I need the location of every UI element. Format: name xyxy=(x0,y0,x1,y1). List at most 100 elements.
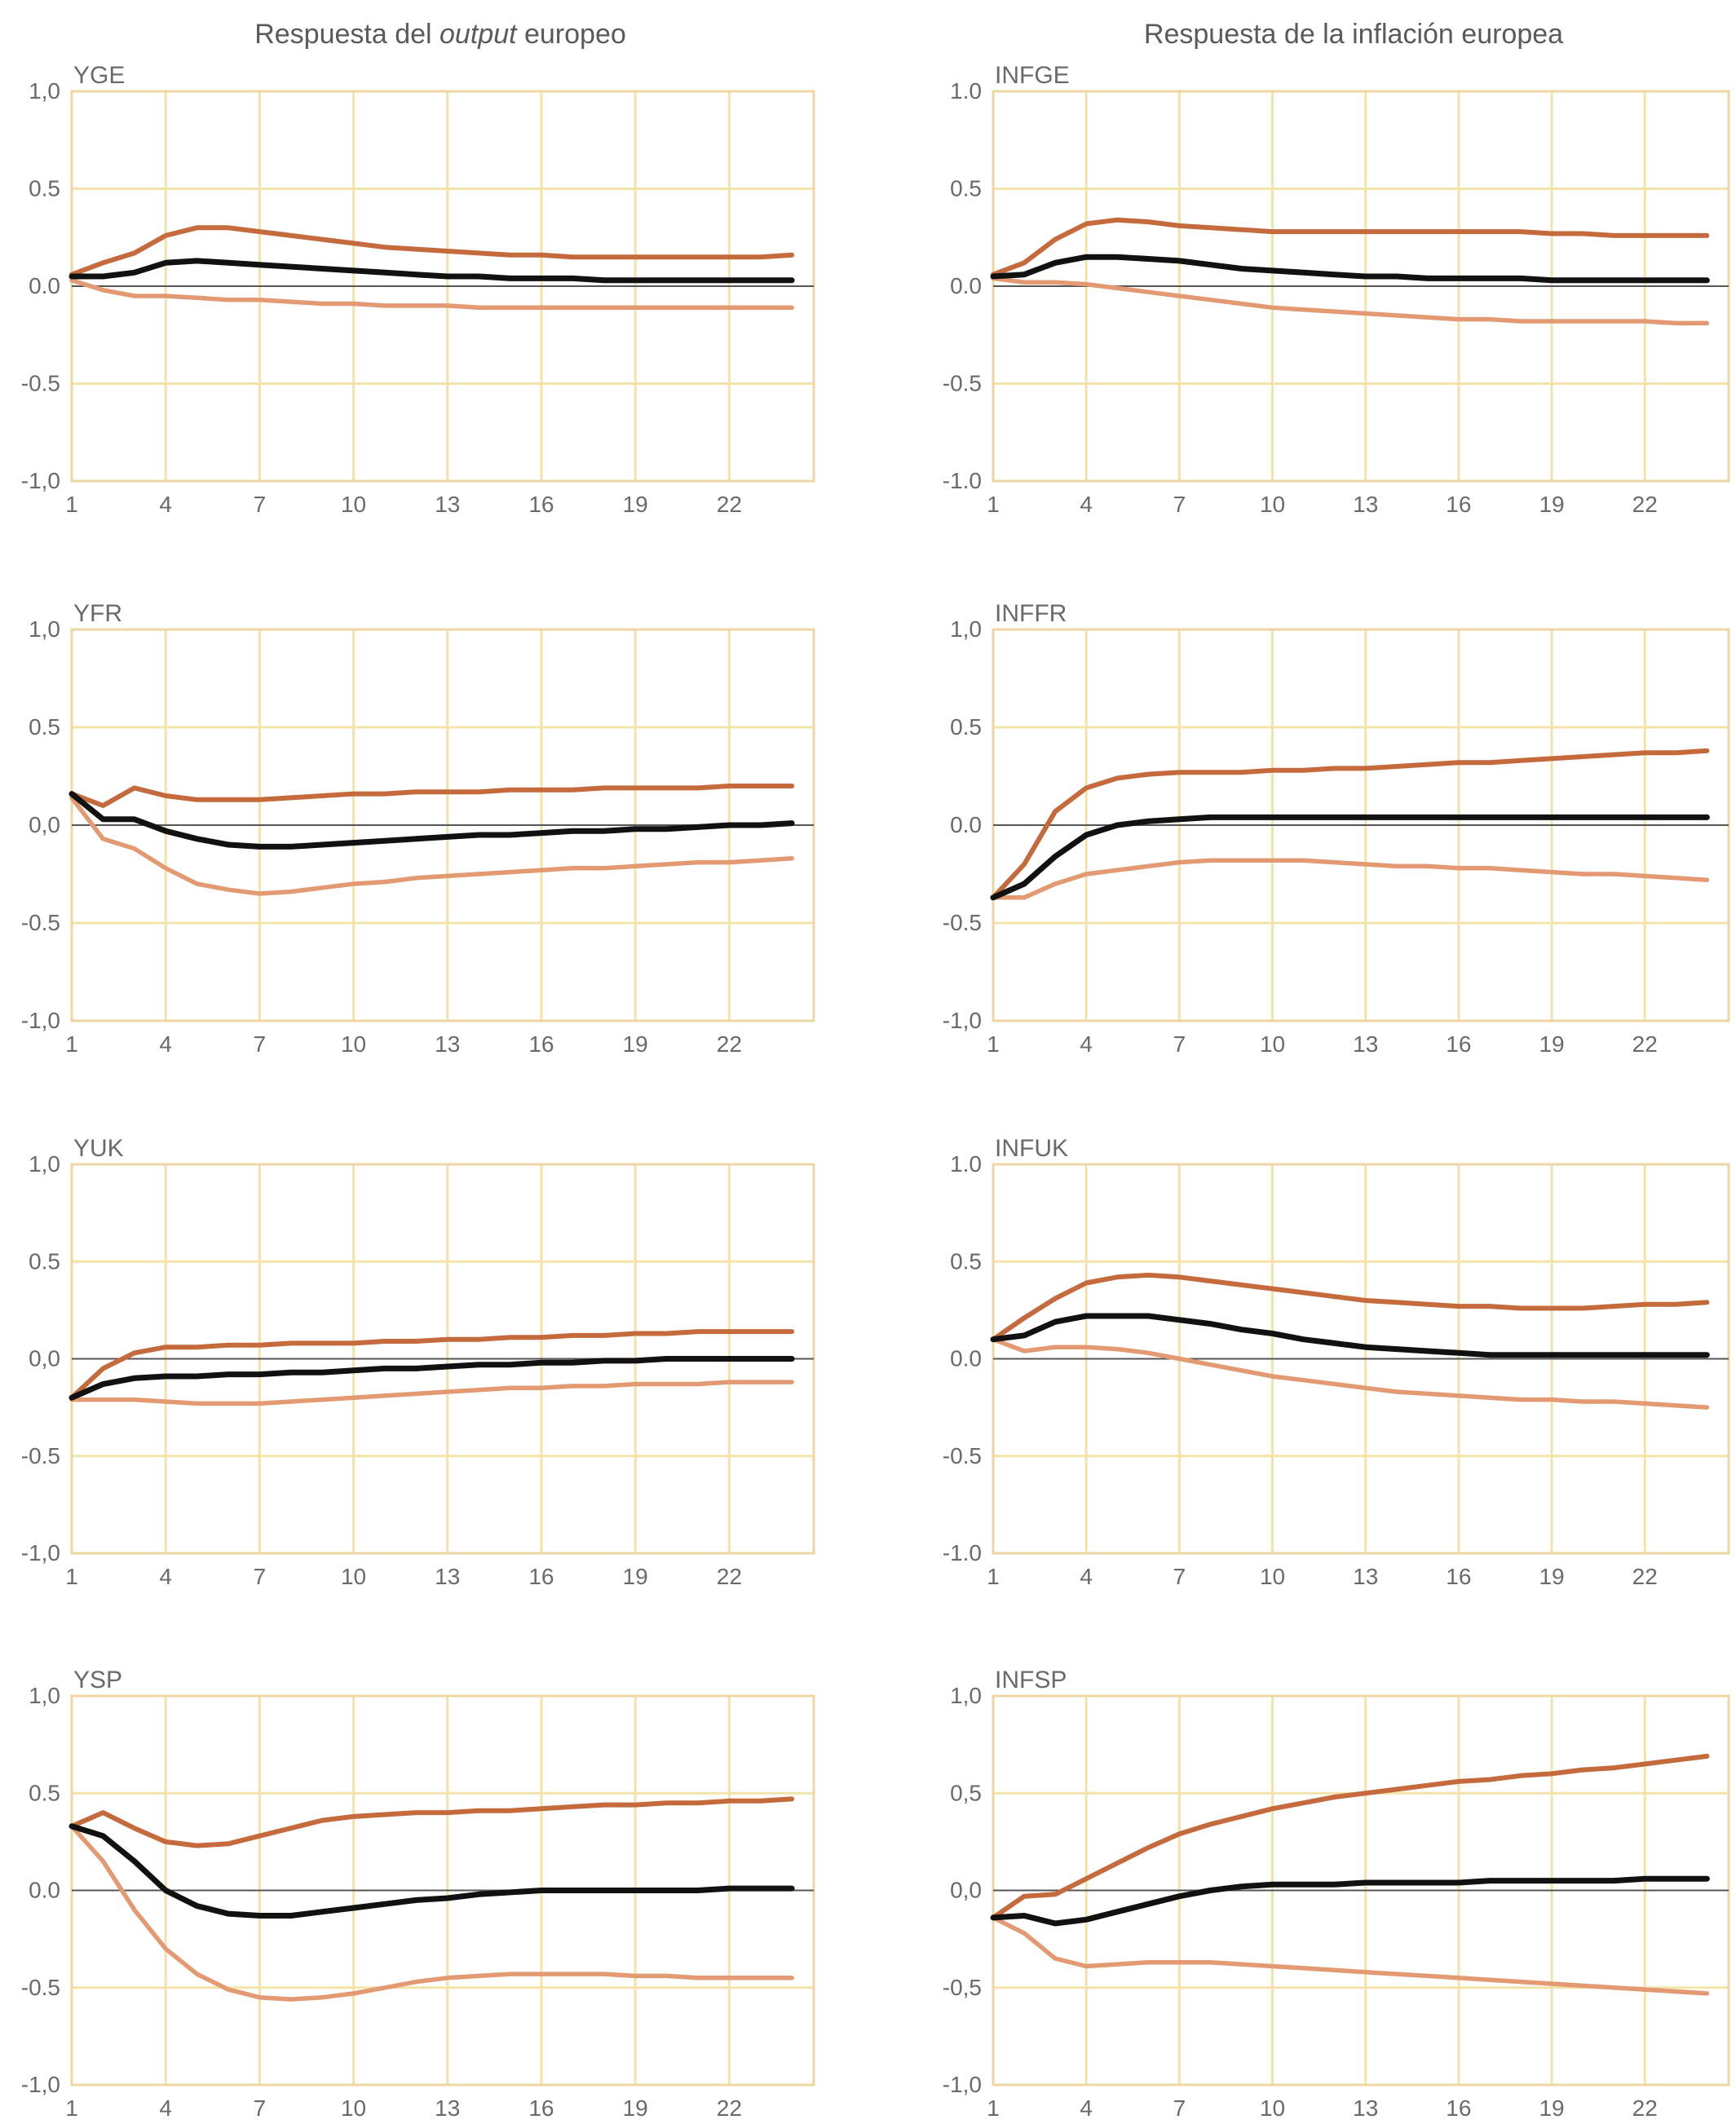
panel-yuk: YUK1,00.50,0-0.5-1,01 4 7 10 13 16 19 22 xyxy=(21,1135,814,1589)
panel-title: YFR xyxy=(73,600,122,627)
x-tick-label: 7 xyxy=(1173,492,1186,517)
y-tick-label: 0.5 xyxy=(29,714,60,740)
x-tick-label: 4 xyxy=(159,492,172,517)
panel-infge: INFGE 1.0 0.5 0.0 -0.5 -1.01 4 7 10 13 16 19 22 xyxy=(943,62,1729,517)
panel-infuk: INFUK 1.0 0.5 0.0 -0.5 -1.01 4 7 10 13 16 19 22 xyxy=(943,1135,1729,1589)
x-tick-label: 13 xyxy=(1353,1564,1378,1589)
x-tick-label: 19 xyxy=(623,492,648,517)
y-tick-label: -1.0 xyxy=(943,1540,982,1565)
y-tick-label: -0.5 xyxy=(21,1975,60,2000)
x-tick-label: 10 xyxy=(341,492,366,517)
x-tick-label: 1 xyxy=(987,492,1000,517)
x-tick-label: 13 xyxy=(435,1031,460,1057)
upper-band-line xyxy=(72,1331,792,1398)
x-tick-label: 22 xyxy=(1632,1564,1658,1589)
column-title-inflation: Respuesta de la inflación europea xyxy=(1144,19,1563,50)
y-tick-label: 0.5 xyxy=(950,714,982,740)
x-tick-label: 10 xyxy=(341,2095,366,2121)
upper-band-line xyxy=(993,1756,1707,1918)
x-tick-label: 7 xyxy=(1173,2095,1186,2121)
y-tick-label: -1,0 xyxy=(21,1540,60,1565)
y-tick-label: -0.5 xyxy=(943,371,982,396)
x-tick-label: 19 xyxy=(623,1564,648,1589)
y-tick-label: 1,0 xyxy=(950,616,982,642)
upper-band-line xyxy=(72,786,792,806)
x-tick-label: 7 xyxy=(1173,1031,1186,1057)
x-tick-label: 22 xyxy=(1632,2095,1658,2121)
x-tick-label: 10 xyxy=(341,1031,366,1057)
panel-inffr: INFFR1,00.50.0-0.5-1,01 4 7 10 13 16 19 22 xyxy=(943,600,1729,1057)
x-tick-label: 19 xyxy=(1539,1031,1564,1057)
response-line xyxy=(72,1826,792,1916)
x-tick-label: 16 xyxy=(1446,2095,1471,2121)
x-tick-label: 1 xyxy=(65,492,78,517)
x-tick-label: 13 xyxy=(1353,2095,1378,2121)
x-tick-label: 4 xyxy=(1080,1564,1093,1589)
x-tick-label: 10 xyxy=(1260,1031,1285,1057)
upper-band-line xyxy=(72,227,792,274)
panel-title: YGE xyxy=(73,62,125,89)
y-tick-label: -1,0 xyxy=(21,2072,60,2097)
y-tick-label: 0,0 xyxy=(29,1346,60,1371)
lower-band-line xyxy=(72,1826,792,1999)
x-tick-label: 16 xyxy=(528,1031,554,1057)
y-tick-label: 0,5 xyxy=(950,1780,982,1805)
response-line xyxy=(993,817,1707,897)
y-tick-label: -1,0 xyxy=(21,468,60,493)
upper-band-line xyxy=(993,1275,1707,1340)
y-tick-label: 1,0 xyxy=(950,1683,982,1708)
panel-ysp: YSP1,00.50.0-0.5-1,01 4 7 10 13 16 19 22 xyxy=(21,1667,814,2121)
y-tick-label: 1.0 xyxy=(950,1151,982,1177)
x-tick-label: 22 xyxy=(717,492,742,517)
y-tick-label: -1,0 xyxy=(943,1008,982,1033)
x-tick-label: 16 xyxy=(1446,1564,1471,1589)
lower-band-line xyxy=(72,1382,792,1403)
panel-title: INFGE xyxy=(995,62,1070,89)
panel-infsp: INFSP1,00,50,0-0,5-1,01 4 7 10 13 16 19 22 xyxy=(943,1667,1729,2121)
y-tick-label: -0.5 xyxy=(21,371,60,396)
panel-title: YSP xyxy=(73,1667,122,1693)
x-tick-label: 13 xyxy=(435,492,460,517)
y-tick-label: 0.5 xyxy=(29,176,60,201)
y-tick-label: 0.0 xyxy=(950,273,982,298)
lower-band-line xyxy=(993,860,1707,898)
lower-band-line xyxy=(72,280,792,308)
panel-title: INFFR xyxy=(995,600,1067,627)
x-tick-label: 4 xyxy=(159,1031,172,1057)
x-tick-label: 1 xyxy=(987,1564,1000,1589)
x-tick-label: 10 xyxy=(1260,2095,1285,2121)
column-title-part: output xyxy=(440,19,518,50)
y-tick-label: 0.5 xyxy=(29,1248,60,1274)
x-tick-label: 4 xyxy=(1080,1031,1093,1057)
x-tick-label: 13 xyxy=(1353,492,1378,517)
y-tick-label: 0.5 xyxy=(950,176,982,201)
y-tick-label: -0.5 xyxy=(21,1443,60,1468)
x-tick-label: 4 xyxy=(1080,492,1093,517)
x-tick-label: 16 xyxy=(1446,492,1471,517)
column-title-output: Respuesta del output europeo xyxy=(254,19,626,50)
x-tick-label: 16 xyxy=(528,492,554,517)
x-tick-label: 1 xyxy=(65,1564,78,1589)
panel-yfr: YFR 1,0 0.5 0,0 -0.5 -1,01 4 7 10 13 16 19 22 xyxy=(21,600,814,1057)
response-line xyxy=(993,1879,1707,1923)
lower-band-line xyxy=(993,1340,1707,1407)
x-tick-label: 7 xyxy=(254,2095,267,2121)
x-tick-label: 19 xyxy=(623,2095,648,2121)
y-tick-label: 0.0 xyxy=(29,1878,60,1903)
x-tick-label: 10 xyxy=(341,1564,366,1589)
x-tick-label: 22 xyxy=(1632,492,1658,517)
y-tick-label: -1,0 xyxy=(943,2072,982,2097)
y-tick-label: 0.0 xyxy=(950,812,982,837)
response-line xyxy=(993,257,1707,280)
x-tick-label: 10 xyxy=(1260,1564,1285,1589)
x-tick-label: 16 xyxy=(528,2095,554,2121)
y-tick-label: 0.5 xyxy=(950,1248,982,1274)
x-tick-label: 1 xyxy=(987,2095,1000,2121)
y-tick-label: 0,0 xyxy=(29,812,60,837)
x-tick-label: 7 xyxy=(254,1564,267,1589)
x-tick-label: 1 xyxy=(65,1031,78,1057)
upper-band-line xyxy=(72,1799,792,1845)
x-tick-label: 13 xyxy=(435,1564,460,1589)
